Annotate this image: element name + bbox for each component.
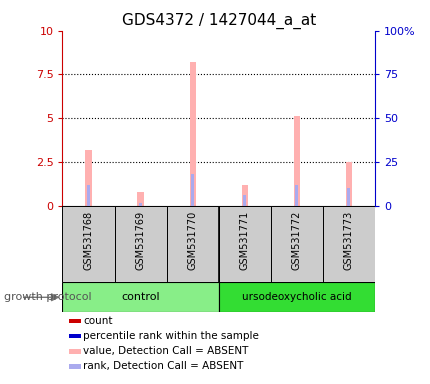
Bar	[114, 206, 166, 282]
Bar	[243, 195, 246, 206]
Text: percentile rank within the sample: percentile rank within the sample	[83, 331, 258, 341]
Bar	[166, 206, 218, 282]
Bar	[190, 174, 194, 206]
Text: value, Detection Call = ABSENT: value, Detection Call = ABSENT	[83, 346, 248, 356]
Bar	[345, 162, 351, 206]
Bar	[241, 185, 247, 206]
Bar	[270, 206, 322, 282]
Bar	[139, 203, 142, 206]
Bar	[62, 282, 218, 312]
Bar	[189, 62, 195, 206]
Text: growth protocol: growth protocol	[4, 292, 92, 302]
Bar	[85, 150, 92, 206]
Text: rank, Detection Call = ABSENT: rank, Detection Call = ABSENT	[83, 361, 243, 371]
Text: GSM531769: GSM531769	[135, 211, 145, 270]
Bar	[69, 349, 80, 354]
Text: GSM531771: GSM531771	[239, 211, 249, 270]
Bar	[137, 192, 144, 206]
Bar	[322, 206, 374, 282]
Text: ursodeoxycholic acid: ursodeoxycholic acid	[242, 292, 351, 302]
Text: GSM531768: GSM531768	[83, 211, 93, 270]
Bar	[293, 116, 299, 206]
Bar	[69, 334, 80, 338]
Title: GDS4372 / 1427044_a_at: GDS4372 / 1427044_a_at	[121, 13, 315, 29]
Bar	[218, 282, 374, 312]
Text: GSM531770: GSM531770	[187, 211, 197, 270]
Bar	[295, 185, 298, 206]
Bar	[218, 206, 270, 282]
Bar	[69, 319, 80, 323]
Text: GSM531773: GSM531773	[343, 211, 353, 270]
Text: control: control	[121, 292, 160, 302]
Bar	[87, 185, 90, 206]
Text: GSM531772: GSM531772	[291, 211, 301, 270]
Bar	[62, 206, 114, 282]
Bar	[69, 364, 80, 369]
Bar	[347, 188, 350, 206]
Text: count: count	[83, 316, 112, 326]
